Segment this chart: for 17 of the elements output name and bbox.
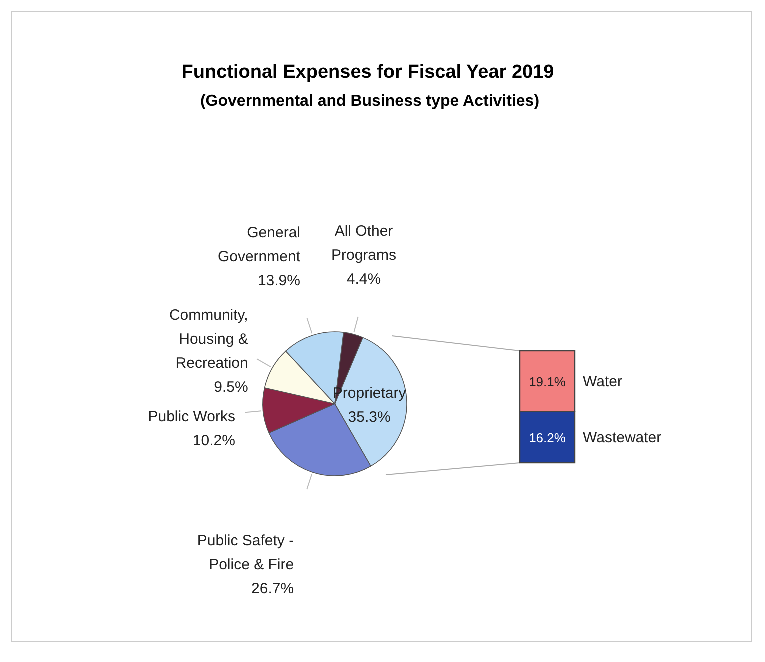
data-label: 35.3% [348, 409, 391, 426]
slice-label: Community, Housing & Recreation [169, 307, 248, 372]
data-label: 4.4% [346, 270, 382, 288]
data-label: 9.5% [214, 379, 248, 396]
slice-label: Public Works [148, 408, 236, 426]
data-label: 26.7% [252, 580, 294, 598]
data-label: 13.9% [258, 272, 300, 290]
data-label: 16.2% [529, 430, 566, 446]
slice-label: Public Safety - Police & Fire [197, 532, 294, 574]
series-label: Water [583, 373, 622, 390]
data-label: 10.2% [192, 432, 236, 450]
chart-title: Functional Expenses for Fiscal Year 2019 [182, 62, 554, 83]
series-label: Wastewater [583, 429, 662, 446]
data-label: 19.1% [529, 374, 566, 390]
slice-label: All Other Programs [331, 222, 396, 264]
chart-subtitle: (Governmental and Business type Activities) [200, 93, 540, 110]
slice-label: General Government [218, 224, 302, 266]
